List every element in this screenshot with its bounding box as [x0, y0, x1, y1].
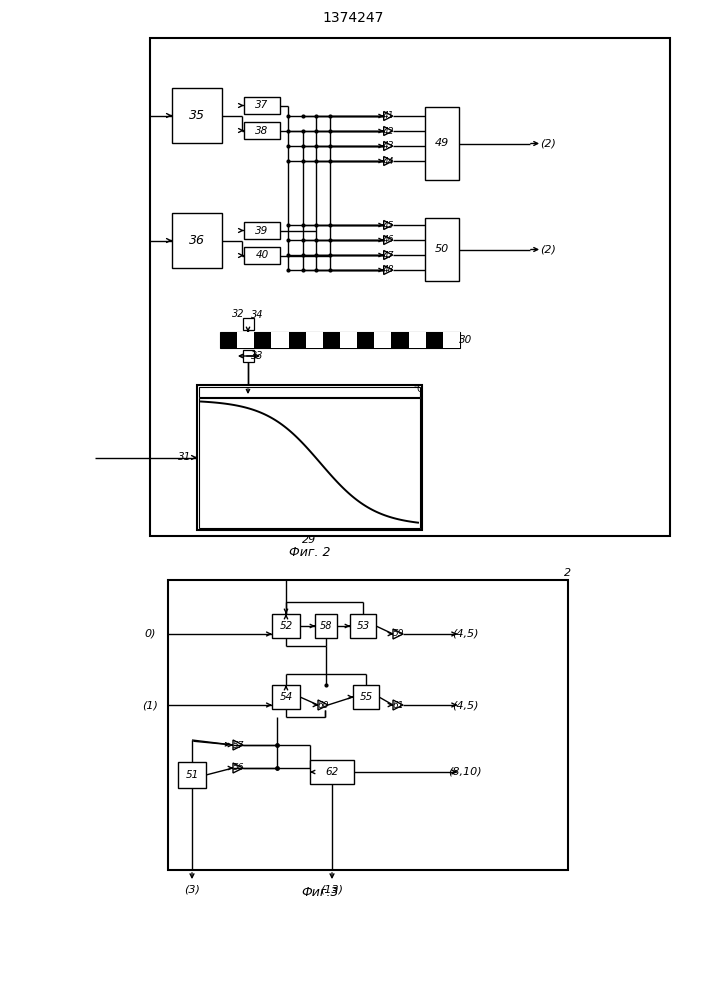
Text: 39: 39 — [255, 226, 269, 235]
Bar — [220, 332, 460, 348]
Text: 2: 2 — [564, 568, 571, 578]
Text: 37: 37 — [255, 101, 269, 110]
Text: (1): (1) — [142, 700, 158, 710]
Text: 58: 58 — [320, 621, 332, 631]
Text: (4,5): (4,5) — [452, 629, 478, 639]
Bar — [168, 580, 568, 870]
Text: 41: 41 — [383, 111, 395, 120]
Text: 60: 60 — [317, 700, 329, 710]
Text: 54: 54 — [279, 692, 293, 702]
Text: 59: 59 — [393, 630, 404, 639]
Bar — [244, 222, 280, 239]
Bar — [443, 332, 460, 348]
Text: (2): (2) — [540, 244, 556, 254]
Text: 30: 30 — [460, 335, 472, 345]
Text: 46: 46 — [383, 235, 395, 244]
Text: 36: 36 — [189, 234, 205, 247]
Text: 49: 49 — [435, 138, 449, 148]
Text: 61: 61 — [393, 700, 404, 710]
Text: (2): (2) — [540, 138, 556, 148]
Text: Фиг. 2: Фиг. 2 — [289, 546, 331, 560]
Text: 47: 47 — [383, 250, 395, 259]
Text: 56: 56 — [233, 764, 244, 772]
Text: 32: 32 — [232, 309, 244, 319]
Bar — [172, 213, 222, 268]
Text: 44: 44 — [383, 156, 395, 165]
Text: 51: 51 — [185, 770, 199, 780]
Text: °C: °C — [413, 384, 423, 393]
Bar — [350, 614, 376, 638]
Text: 48: 48 — [383, 265, 395, 274]
Text: 34: 34 — [251, 310, 263, 320]
Text: 42: 42 — [383, 126, 395, 135]
Text: (8,10): (8,10) — [448, 767, 481, 777]
Text: 50: 50 — [435, 244, 449, 254]
Text: 57: 57 — [233, 740, 244, 750]
Bar — [374, 332, 392, 348]
Bar — [237, 332, 255, 348]
Bar — [243, 318, 254, 330]
Bar — [244, 122, 280, 139]
Text: 31: 31 — [178, 452, 192, 462]
Bar — [315, 614, 337, 638]
Bar — [244, 97, 280, 114]
Text: (3): (3) — [184, 885, 200, 895]
Bar — [272, 614, 300, 638]
Text: 35: 35 — [189, 109, 205, 122]
Text: 45: 45 — [383, 221, 395, 230]
Text: (13): (13) — [320, 885, 344, 895]
Text: 1374247: 1374247 — [322, 11, 384, 25]
Bar — [199, 398, 420, 528]
Bar — [243, 350, 254, 362]
Bar — [150, 38, 670, 536]
Text: 62: 62 — [325, 767, 339, 777]
Bar — [172, 88, 222, 143]
Text: 38: 38 — [255, 125, 269, 135]
Text: 55: 55 — [359, 692, 373, 702]
Bar — [409, 332, 426, 348]
Text: 43: 43 — [383, 141, 395, 150]
Bar — [340, 332, 357, 348]
Bar — [178, 762, 206, 788]
Text: 0): 0) — [144, 629, 156, 639]
Bar — [197, 385, 422, 530]
Bar — [272, 685, 300, 709]
Text: (4,5): (4,5) — [452, 700, 478, 710]
Text: 33: 33 — [251, 351, 263, 361]
Bar — [425, 107, 459, 180]
Text: 40: 40 — [255, 250, 269, 260]
Bar — [353, 685, 379, 709]
Text: Фиг.3: Фиг.3 — [301, 886, 339, 898]
Bar — [425, 218, 459, 281]
Text: 52: 52 — [279, 621, 293, 631]
Text: 53: 53 — [356, 621, 370, 631]
Bar — [310, 760, 354, 784]
Bar — [199, 387, 420, 397]
Bar — [271, 332, 288, 348]
Bar — [305, 332, 323, 348]
Bar — [244, 247, 280, 264]
Text: 29: 29 — [303, 535, 317, 545]
